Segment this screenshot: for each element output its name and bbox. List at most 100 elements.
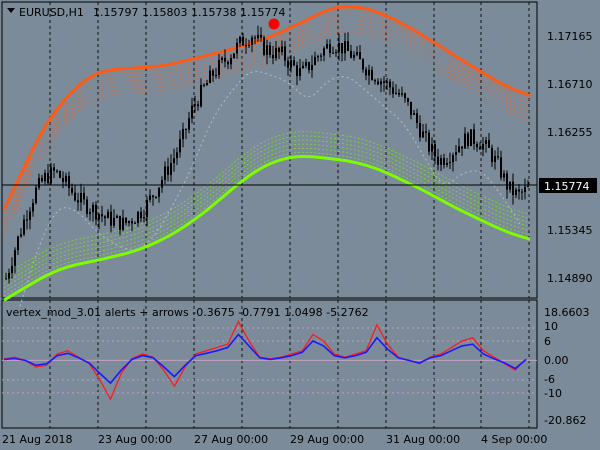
candle-body (152, 195, 154, 198)
candle-body (446, 162, 448, 165)
candle-body (524, 186, 526, 193)
lower-band-line (3, 154, 531, 302)
candle-body (8, 272, 10, 279)
lower-band-envelope (3, 131, 531, 276)
candle-body (101, 214, 103, 217)
price-axis: 1.17165 1.16710 1.16255 1.15774 1.15345 … (539, 30, 597, 285)
candle-body (350, 50, 352, 58)
collapse-triangle-icon[interactable] (7, 8, 15, 13)
candle-body (20, 234, 22, 237)
candle-body (503, 173, 505, 178)
candle-body (125, 217, 127, 223)
candle-body (500, 157, 502, 178)
candle-body (371, 69, 373, 80)
candle-body (194, 104, 196, 106)
candle-body (74, 192, 76, 201)
candle-body (299, 68, 301, 77)
candle-body (296, 65, 298, 77)
candle-body (167, 166, 169, 175)
candle-body (266, 45, 268, 55)
candle-body (467, 133, 469, 146)
candle-body (245, 45, 247, 47)
candle-body (419, 123, 421, 138)
indicator-tick: 0.00 (544, 354, 569, 367)
candle-body (158, 187, 160, 197)
candle-body (377, 81, 379, 85)
candle-body (89, 212, 91, 214)
upper-band-line (2, 5, 532, 211)
candle-body (521, 191, 523, 193)
candle-body (488, 139, 490, 148)
candle-body (188, 118, 190, 130)
time-tick: 4 Sep 00:00 (481, 433, 547, 446)
candle-body (263, 37, 265, 55)
candle-body (452, 155, 454, 163)
candle-body (134, 222, 136, 224)
candle-body (77, 200, 79, 203)
candle-body (443, 158, 445, 165)
candle-body (344, 41, 346, 54)
band-layer (2, 5, 532, 307)
candle-body (482, 143, 484, 150)
candle-body (434, 144, 436, 157)
candle-body (218, 59, 220, 75)
candle-body (197, 104, 199, 107)
candle-body (215, 75, 217, 76)
candle-body (260, 34, 262, 38)
red-dot-marker-icon (268, 18, 280, 30)
candle-body (416, 113, 418, 123)
candle-body (209, 70, 211, 83)
time-tick: 31 Aug 00:00 (386, 433, 460, 446)
candle-body (389, 81, 391, 88)
candle-body (161, 180, 163, 188)
candle-body (80, 192, 82, 203)
candle-body (311, 64, 313, 70)
candle-body (11, 265, 13, 273)
candle-body (425, 131, 427, 133)
candle-body (35, 187, 37, 203)
candle-body (314, 56, 316, 65)
candle-body (236, 42, 238, 54)
candle-body (71, 187, 73, 193)
indicator-layer (3, 320, 527, 401)
candle-body (305, 62, 307, 66)
candle-body (491, 147, 493, 163)
candle-body (437, 156, 439, 165)
candle-body (53, 167, 55, 171)
candle-body (92, 204, 94, 213)
candle-body (461, 146, 463, 149)
candle-body (284, 46, 286, 61)
candle-body (275, 47, 277, 59)
candle-body (131, 221, 133, 224)
candle-body (173, 158, 175, 163)
candle-body (431, 144, 433, 152)
candle-body (176, 152, 178, 159)
candle-body (143, 217, 145, 219)
indicator-label: vertex_mod_3.01 alerts + arrows -0.3675 … (6, 306, 369, 319)
price-tick: 1.14890 (547, 272, 593, 285)
candle-body (107, 211, 109, 219)
candle-body (455, 152, 457, 155)
upper-band-envelope (3, 14, 531, 219)
candle-body (464, 133, 466, 149)
candle-body (56, 170, 58, 172)
candle-body (122, 217, 124, 230)
candle-body (113, 217, 115, 226)
candle-body (494, 156, 496, 163)
candle-body (365, 69, 367, 76)
candle-body (83, 192, 85, 200)
candle-body (497, 156, 499, 158)
candle-body (212, 70, 214, 76)
candle-body (47, 173, 49, 184)
candle-body (116, 215, 118, 218)
candle-body (95, 204, 97, 220)
candle-body (509, 181, 511, 190)
price-tick: 1.15345 (547, 224, 593, 237)
candle-body (395, 92, 397, 94)
candle-body (323, 48, 325, 56)
candle-body (29, 211, 31, 220)
candle-body (347, 41, 349, 51)
candle-body (257, 34, 259, 39)
time-axis: 21 Aug 2018 23 Aug 00:00 27 Aug 00:00 29… (2, 433, 547, 446)
